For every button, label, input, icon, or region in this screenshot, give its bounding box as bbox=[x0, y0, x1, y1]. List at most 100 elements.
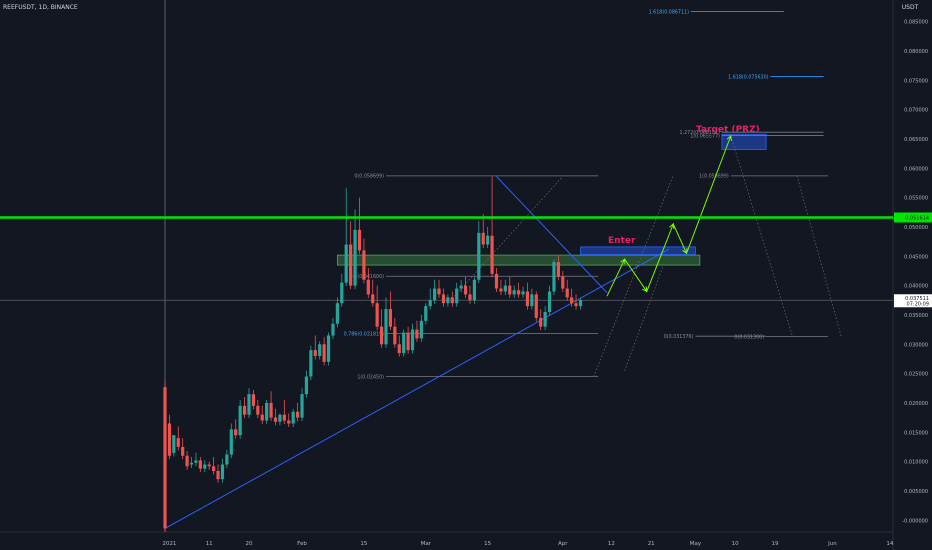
candle-body bbox=[216, 470, 220, 480]
candle-body bbox=[220, 464, 225, 480]
price-tick-label: 0.065000 bbox=[904, 137, 928, 143]
candle-body bbox=[189, 462, 194, 465]
candle-body bbox=[552, 262, 556, 292]
time-tick-label: Jun bbox=[827, 541, 837, 547]
candle-body bbox=[291, 411, 295, 424]
candle-body bbox=[415, 329, 419, 339]
price-tick-label: -0.000000 bbox=[902, 518, 928, 524]
price-tick-label: 0.050000 bbox=[904, 225, 928, 231]
candle-body bbox=[561, 276, 565, 289]
trendlines bbox=[164, 135, 842, 529]
candle-body bbox=[565, 288, 569, 298]
candle-body bbox=[428, 300, 432, 307]
target-prz bbox=[721, 133, 767, 150]
candle-body bbox=[167, 423, 172, 456]
resistance-price-value: 0.051614 bbox=[905, 215, 929, 221]
candle-body bbox=[446, 297, 450, 304]
candle-body bbox=[525, 291, 530, 307]
fib-level-label: 1.272(0.066151) bbox=[680, 130, 720, 136]
candle-body bbox=[517, 290, 521, 295]
chart-title: REEFUSDT, 1D, BINANCE bbox=[3, 4, 78, 11]
target-prz-label: Target (PRZ) bbox=[696, 125, 760, 135]
candle-body bbox=[384, 309, 388, 345]
candle-body bbox=[490, 235, 494, 274]
candle-body bbox=[238, 405, 242, 436]
resistance-line-group: 0.051614 bbox=[0, 212, 932, 223]
candle-body bbox=[331, 323, 335, 336]
price-axis-ticks: 0.085000 0.080000 0.075000 0.070000 0.065000… bbox=[902, 20, 928, 525]
fib-level-label: 0(0.031376) bbox=[664, 334, 694, 340]
projection-arrowhead bbox=[669, 223, 675, 230]
candle-body bbox=[543, 312, 547, 327]
candle-body bbox=[534, 294, 538, 318]
time-tick-label: Mar bbox=[421, 541, 432, 547]
candle-body bbox=[185, 455, 189, 467]
candle-body bbox=[357, 229, 362, 251]
candle-body bbox=[463, 285, 468, 295]
candle-body bbox=[472, 279, 476, 301]
candle-body bbox=[521, 291, 525, 295]
projection-path bbox=[606, 135, 732, 297]
candle-body bbox=[269, 402, 273, 418]
candle-body bbox=[512, 290, 516, 295]
enter-label: Enter bbox=[608, 236, 636, 246]
candle-body bbox=[296, 411, 300, 418]
price-tick-label: 0.025000 bbox=[904, 372, 928, 378]
candles bbox=[163, 176, 583, 532]
projection-arrowhead bbox=[682, 248, 688, 255]
candle-body bbox=[419, 320, 423, 339]
fib-level-label: 0.5(0.041600) bbox=[350, 274, 384, 280]
candle-body bbox=[503, 285, 507, 292]
candle-body bbox=[375, 303, 379, 327]
candle-body bbox=[402, 332, 406, 354]
projection-arrowhead bbox=[726, 135, 732, 142]
candle-body bbox=[225, 454, 229, 465]
price-tick-label: 0.085000 bbox=[904, 20, 928, 26]
candle-body bbox=[353, 229, 357, 286]
candle-body bbox=[366, 279, 370, 295]
candle-body bbox=[349, 244, 353, 286]
price-tick-label: 0.040000 bbox=[904, 284, 928, 290]
candle-body bbox=[477, 232, 481, 280]
time-tick-label: 14 bbox=[886, 541, 893, 547]
candle-body bbox=[508, 285, 512, 295]
candle-body bbox=[547, 291, 552, 312]
candle-body bbox=[499, 288, 503, 292]
candle-body bbox=[207, 464, 211, 467]
candle-body bbox=[379, 326, 384, 345]
candle-body bbox=[251, 394, 255, 406]
current-price-badge bbox=[894, 294, 932, 308]
time-tick-label: 15 bbox=[360, 541, 367, 547]
price-tick-label: 0.035000 bbox=[904, 313, 928, 319]
time-tick-label: Apr bbox=[558, 541, 568, 547]
time-tick-label: 10 bbox=[732, 541, 739, 547]
zones bbox=[336, 133, 767, 266]
price-tick-label: 0.030000 bbox=[904, 342, 928, 348]
candle-body bbox=[194, 460, 198, 463]
price-tick-label: 0.015000 bbox=[904, 430, 928, 436]
projection-line bbox=[606, 135, 732, 297]
candle-body bbox=[176, 438, 180, 447]
dotted-projection bbox=[593, 175, 674, 377]
candle-body bbox=[326, 335, 331, 362]
trendline bbox=[164, 248, 670, 529]
candle-body bbox=[494, 273, 499, 289]
candle-body bbox=[459, 285, 463, 289]
candle-body bbox=[234, 429, 238, 436]
currency-label: USDT bbox=[902, 4, 919, 11]
price-tick-label: 0.010000 bbox=[904, 460, 928, 466]
price-axis-panel[interactable] bbox=[893, 0, 932, 550]
price-tick-label: 0.055000 bbox=[904, 196, 928, 202]
time-tick-label: 15 bbox=[484, 541, 491, 547]
fib-level-label: 0(0.031300) bbox=[734, 334, 764, 340]
time-tick-label: 20 bbox=[245, 541, 252, 547]
candle-body bbox=[388, 309, 393, 327]
candle-body bbox=[406, 332, 410, 351]
fib-level-label: 0(0.058699) bbox=[354, 174, 384, 180]
candle-body bbox=[539, 317, 543, 327]
candle-body bbox=[212, 466, 216, 471]
candle-body bbox=[530, 294, 534, 307]
